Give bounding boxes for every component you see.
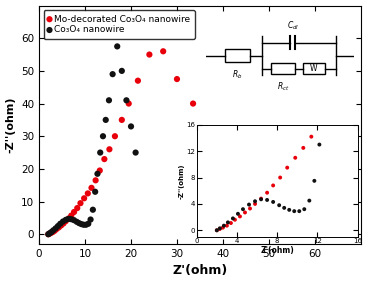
Co₃O₄ nanowire: [55, 224, 61, 228]
Co₃O₄ nanowire: [110, 72, 116, 76]
Co₃O₄ nanowire: [83, 222, 89, 227]
Co₃O₄ nanowire: [63, 218, 69, 222]
Co₃O₄ nanowire: [88, 217, 93, 222]
Mo-decorated Co₃O₄ nanowire: [112, 134, 118, 138]
Co₃O₄ nanowire: [132, 150, 138, 155]
Mo-decorated Co₃O₄ nanowire: [81, 196, 87, 201]
Mo-decorated Co₃O₄ nanowire: [97, 168, 103, 173]
Co₃O₄ nanowire: [76, 221, 82, 225]
Co₃O₄ nanowire: [95, 171, 100, 176]
Mo-decorated Co₃O₄ nanowire: [58, 223, 64, 228]
Co₃O₄ nanowire: [81, 222, 86, 227]
Co₃O₄ nanowire: [66, 216, 71, 221]
Mo-decorated Co₃O₄ nanowire: [89, 186, 95, 190]
Mo-decorated Co₃O₄ nanowire: [93, 178, 99, 183]
Co₃O₄ nanowire: [85, 222, 91, 226]
Co₃O₄ nanowire: [92, 190, 98, 194]
Co₃O₄ nanowire: [71, 218, 77, 222]
Mo-decorated Co₃O₄ nanowire: [126, 101, 132, 106]
Co₃O₄ nanowire: [53, 226, 59, 231]
Mo-decorated Co₃O₄ nanowire: [56, 225, 62, 230]
Co₃O₄ nanowire: [78, 222, 84, 226]
Co₃O₄ nanowire: [100, 134, 106, 138]
Co₃O₄ nanowire: [68, 217, 74, 222]
Mo-decorated Co₃O₄ nanowire: [71, 210, 77, 214]
Mo-decorated Co₃O₄ nanowire: [54, 227, 60, 231]
Mo-decorated Co₃O₄ nanowire: [74, 206, 80, 210]
Co₃O₄ nanowire: [47, 231, 53, 235]
Mo-decorated Co₃O₄ nanowire: [119, 118, 125, 122]
Co₃O₄ nanowire: [49, 230, 54, 234]
Co₃O₄ nanowire: [97, 150, 103, 155]
Co₃O₄ nanowire: [50, 228, 56, 233]
Mo-decorated Co₃O₄ nanowire: [63, 219, 69, 223]
Co₃O₄ nanowire: [57, 222, 63, 226]
Co₃O₄ nanowire: [119, 68, 125, 73]
Co₃O₄ nanowire: [60, 219, 66, 224]
Mo-decorated Co₃O₄ nanowire: [66, 216, 71, 221]
Mo-decorated Co₃O₄ nanowire: [52, 228, 58, 233]
Co₃O₄ nanowire: [45, 232, 51, 237]
Mo-decorated Co₃O₄ nanowire: [45, 232, 51, 237]
Co₃O₄ nanowire: [124, 98, 130, 102]
Mo-decorated Co₃O₄ nanowire: [50, 230, 56, 234]
Co₃O₄ nanowire: [114, 44, 120, 49]
Mo-decorated Co₃O₄ nanowire: [135, 78, 141, 83]
Mo-decorated Co₃O₄ nanowire: [160, 49, 166, 53]
Mo-decorated Co₃O₄ nanowire: [146, 52, 152, 57]
Mo-decorated Co₃O₄ nanowire: [85, 191, 91, 196]
Mo-decorated Co₃O₄ nanowire: [47, 231, 53, 236]
Co₃O₄ nanowire: [74, 220, 80, 224]
Co₃O₄ nanowire: [128, 124, 134, 129]
Mo-decorated Co₃O₄ nanowire: [106, 147, 112, 152]
Mo-decorated Co₃O₄ nanowire: [68, 213, 74, 218]
Mo-decorated Co₃O₄ nanowire: [174, 77, 180, 81]
Mo-decorated Co₃O₄ nanowire: [78, 201, 84, 205]
Y-axis label: -Z''(ohm): -Z''(ohm): [6, 97, 15, 153]
Mo-decorated Co₃O₄ nanowire: [48, 231, 54, 235]
Mo-decorated Co₃O₄ nanowire: [102, 157, 107, 161]
Legend: Mo-decorated Co₃O₄ nanowire, Co₃O₄ nanowire: Mo-decorated Co₃O₄ nanowire, Co₃O₄ nanow…: [44, 10, 195, 39]
Co₃O₄ nanowire: [106, 98, 112, 102]
Mo-decorated Co₃O₄ nanowire: [60, 221, 66, 226]
Mo-decorated Co₃O₄ nanowire: [190, 101, 196, 106]
Co₃O₄ nanowire: [90, 207, 96, 212]
Co₃O₄ nanowire: [103, 118, 109, 122]
X-axis label: Z'(ohm): Z'(ohm): [172, 264, 227, 277]
